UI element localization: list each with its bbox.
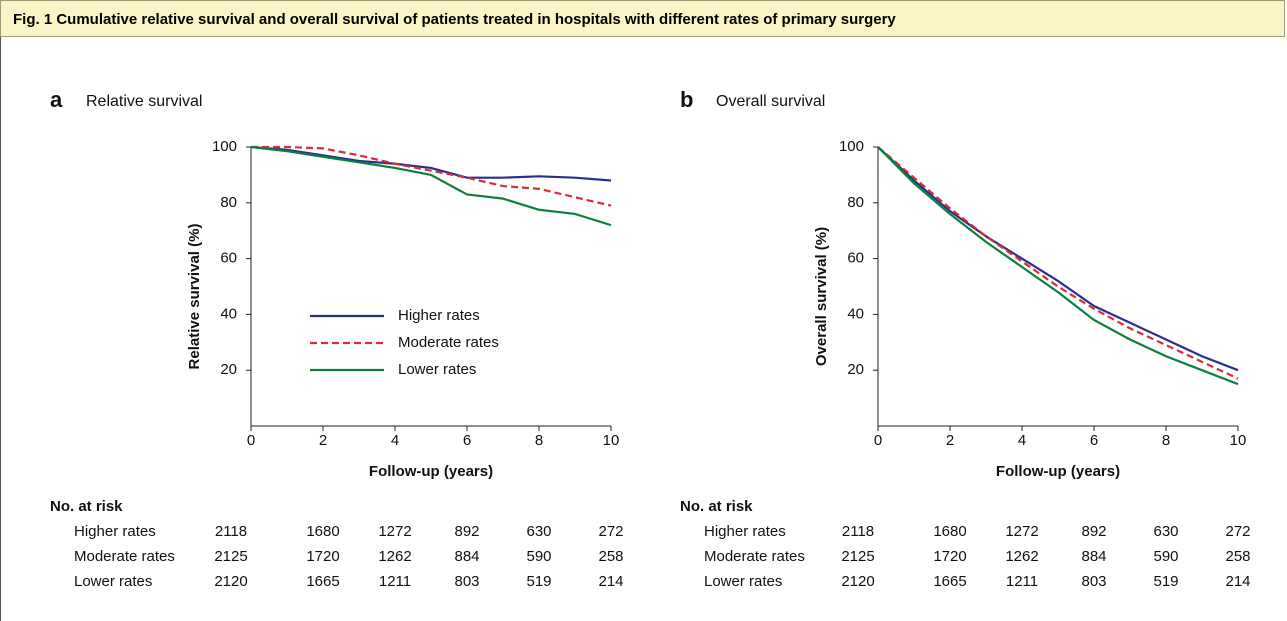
- x-tick-label: 0: [874, 432, 882, 449]
- risk-value: 1665: [933, 573, 966, 590]
- risk-value: 2125: [841, 548, 874, 565]
- x-tick-label: 10: [1230, 432, 1247, 449]
- x-axis-label: Follow-up (years): [996, 463, 1120, 480]
- x-axis-label: Follow-up (years): [369, 463, 493, 480]
- y-tick-label: 80: [220, 194, 237, 211]
- y-tick-label: 20: [847, 361, 864, 378]
- figure-title: Fig. 1 Cumulative relative survival and …: [13, 11, 896, 28]
- panel-title: Overall survival: [716, 93, 825, 110]
- x-tick-label: 8: [535, 432, 543, 449]
- risk-value: 2125: [214, 548, 247, 565]
- risk-value: 2118: [215, 523, 247, 540]
- risk-row-name: Higher rates: [704, 523, 786, 540]
- y-tick-label: 40: [847, 305, 864, 322]
- y-tick-label: 20: [220, 361, 237, 378]
- risk-value: 1720: [306, 548, 339, 565]
- risk-value: 519: [1153, 573, 1178, 590]
- risk-row-name: Lower rates: [74, 573, 152, 590]
- legend-label: Moderate rates: [398, 334, 499, 351]
- risk-value: 2120: [841, 573, 874, 590]
- risk-value: 803: [454, 573, 479, 590]
- y-tick-label: 40: [220, 305, 237, 322]
- x-tick-label: 4: [1018, 432, 1026, 449]
- risk-value: 590: [526, 548, 551, 565]
- x-tick-label: 0: [247, 432, 255, 449]
- x-tick-label: 4: [391, 432, 399, 449]
- legend-label: Higher rates: [398, 307, 480, 324]
- risk-value: 258: [1225, 548, 1250, 565]
- x-tick-label: 8: [1162, 432, 1170, 449]
- risk-row-name: Lower rates: [704, 573, 782, 590]
- risk-value: 884: [454, 548, 479, 565]
- risk-value: 272: [1225, 523, 1250, 540]
- risk-value: 519: [526, 573, 551, 590]
- series-line: [877, 146, 1239, 372]
- risk-table-title: No. at risk: [50, 498, 123, 515]
- risk-value: 1680: [306, 523, 339, 540]
- risk-value: 1272: [378, 523, 411, 540]
- series-line: [250, 145, 612, 182]
- risk-value: 2120: [214, 573, 247, 590]
- risk-table-title: No. at risk: [680, 498, 753, 515]
- risk-value: 630: [526, 523, 551, 540]
- x-tick-label: 2: [319, 432, 327, 449]
- risk-value: 1211: [379, 573, 411, 590]
- panel-title: Relative survival: [86, 93, 202, 110]
- risk-value: 258: [598, 548, 623, 565]
- risk-value: 1720: [933, 548, 966, 565]
- risk-value: 214: [598, 573, 623, 590]
- x-tick-label: 6: [1090, 432, 1098, 449]
- legend-label: Lower rates: [398, 361, 476, 378]
- risk-value: 803: [1081, 573, 1106, 590]
- risk-value: 892: [1081, 523, 1106, 540]
- y-tick-label: 100: [839, 138, 864, 155]
- y-tick-label: 80: [847, 194, 864, 211]
- y-axis-label: Relative survival (%): [186, 224, 203, 370]
- risk-value: 272: [598, 523, 623, 540]
- series-line: [877, 146, 1239, 386]
- x-tick-label: 10: [603, 432, 620, 449]
- risk-value: 1211: [1006, 573, 1038, 590]
- figure-header: Fig. 1 Cumulative relative survival and …: [0, 0, 1285, 37]
- risk-value: 630: [1153, 523, 1178, 540]
- frame-line: [0, 37, 1, 621]
- y-axis-label: Overall survival (%): [813, 227, 830, 366]
- series-line: [251, 145, 612, 207]
- risk-value: 884: [1081, 548, 1106, 565]
- y-tick-label: 60: [847, 250, 864, 267]
- panel-label: b: [680, 87, 693, 112]
- risk-value: 2118: [842, 523, 874, 540]
- series-line: [877, 146, 1239, 380]
- risk-value: 1680: [933, 523, 966, 540]
- series-line: [250, 145, 612, 227]
- risk-row-name: Moderate rates: [704, 548, 805, 565]
- risk-value: 892: [454, 523, 479, 540]
- y-tick-label: 60: [220, 250, 237, 267]
- risk-value: 1665: [306, 573, 339, 590]
- risk-row-name: Moderate rates: [74, 548, 175, 565]
- risk-row-name: Higher rates: [74, 523, 156, 540]
- x-tick-label: 6: [463, 432, 471, 449]
- panel-label: a: [50, 87, 63, 112]
- risk-value: 1262: [378, 548, 411, 565]
- risk-value: 590: [1153, 548, 1178, 565]
- x-tick-label: 2: [946, 432, 954, 449]
- risk-value: 1262: [1005, 548, 1038, 565]
- y-tick-label: 100: [212, 138, 237, 155]
- risk-value: 214: [1225, 573, 1250, 590]
- risk-value: 1272: [1005, 523, 1038, 540]
